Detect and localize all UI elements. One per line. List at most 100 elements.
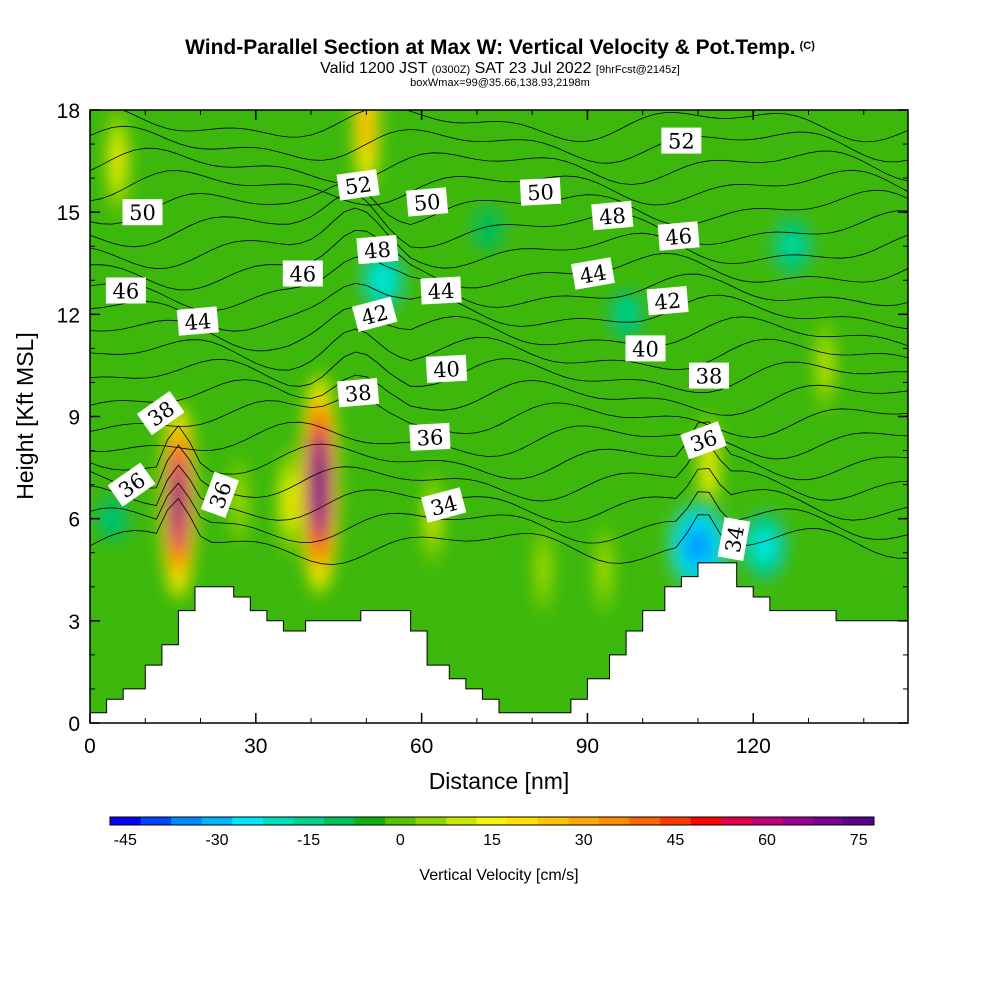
colorbar-swatch <box>232 817 264 825</box>
colorbar-swatch <box>751 817 783 825</box>
colorbar-tick-label: 45 <box>667 832 685 849</box>
theta-contour-label: 46 <box>657 221 700 251</box>
theta-contour-label: 38 <box>136 390 185 436</box>
subtitle-valid: Valid 1200 JST <box>320 60 428 77</box>
theta-label-box <box>409 422 451 451</box>
theta-contour-label: 38 <box>337 378 380 408</box>
colorbar-swatch <box>690 817 722 825</box>
theta-label-box <box>519 177 562 206</box>
theta-label-text: 50 <box>129 201 156 225</box>
colorbar-tick-label: 75 <box>850 832 868 849</box>
theta-label-text: 44 <box>427 279 455 304</box>
theta-label-box <box>591 200 634 231</box>
theta-contour-line <box>90 193 908 249</box>
theta-label-text: 50 <box>527 180 555 205</box>
y-tick-label: 0 <box>68 713 80 736</box>
theta-contour-label: 44 <box>176 306 219 336</box>
colorbar-swatch <box>171 817 203 825</box>
theta-label-text: 48 <box>598 203 627 229</box>
colorbar-swatch <box>568 817 600 825</box>
theta-label-text: 52 <box>343 172 373 199</box>
terrain <box>90 562 908 723</box>
theta-label-box <box>571 257 615 290</box>
theta-contours <box>90 110 908 565</box>
theta-contour-line <box>90 482 908 544</box>
theta-contour-label: 38 <box>689 362 729 389</box>
theta-contour-label: 46 <box>282 260 323 287</box>
y-tick-label: 3 <box>68 611 80 634</box>
theta-contour-label: 44 <box>420 276 462 305</box>
colorbar: -45 -30 -15 0 15 30 45 60 75 <box>109 816 875 849</box>
theta-label-box <box>136 390 185 436</box>
subtitle-utc: (0300Z) <box>431 64 471 76</box>
theta-label-text: 46 <box>289 263 316 287</box>
colorbar-swatch <box>476 817 508 825</box>
x-tick-label: 120 <box>736 735 771 758</box>
theta-label-box <box>657 221 700 251</box>
colorbar-swatch <box>446 817 478 825</box>
colorbar-swatch <box>354 817 386 825</box>
x-tick-label: 0 <box>84 735 96 758</box>
velocity-feature <box>352 110 381 199</box>
x-tick-label: 90 <box>576 735 599 758</box>
velocity-feature <box>592 520 616 619</box>
theta-label-box <box>176 306 219 336</box>
x-axis-label: Distance [nm] <box>429 768 570 794</box>
colorbar-swatch <box>629 817 661 825</box>
colorbar-swatch <box>721 817 753 825</box>
colorbar-swatch <box>110 817 142 825</box>
theta-label-text: 40 <box>632 337 659 361</box>
colorbar-swatch <box>537 817 569 825</box>
theta-label-text: 40 <box>433 357 461 382</box>
colorbar-swatch <box>140 817 172 825</box>
theta-label-text: 38 <box>344 381 373 407</box>
theta-label-text: 38 <box>696 365 723 389</box>
theta-label-box <box>282 260 323 287</box>
theta-contour-line <box>90 421 908 481</box>
colorbar-tick-label: 0 <box>396 832 405 849</box>
subtitle-forecast: [9hrFcst@2145z] <box>595 64 680 76</box>
velocity-feature <box>105 110 131 220</box>
title-mark: (C) <box>799 40 815 52</box>
velocity-feature <box>764 206 819 286</box>
theta-contour-label: 50 <box>519 177 562 206</box>
chart-subtitle: Valid 1200 JST (0300Z) SAT 23 Jul 2022 [… <box>0 60 1000 78</box>
colorbar-swatch <box>201 817 233 825</box>
theta-contour-line <box>90 306 908 352</box>
theta-label-box <box>421 487 467 523</box>
y-tick-label: 6 <box>68 509 80 532</box>
theta-contour-label: 48 <box>591 200 634 231</box>
colorbar-swatch <box>507 817 539 825</box>
theta-label-box <box>646 286 689 316</box>
theta-contour-label: 42 <box>646 286 689 316</box>
theta-label-box <box>356 234 399 265</box>
theta-contour-label: 36 <box>409 422 451 451</box>
chart-subtitle2: boxWmax=99@35.66,138.93,2198m <box>410 77 590 89</box>
colorbar-swatch <box>843 817 875 825</box>
colorbar-swatch <box>293 817 325 825</box>
velocity-feature <box>298 363 341 606</box>
theta-contour-label: 34 <box>717 517 751 562</box>
theta-contour-label: 40 <box>625 335 666 362</box>
velocity-feature <box>813 312 837 419</box>
plot-area: 3638444650364652484238504440363450484452… <box>90 110 908 723</box>
y-tick-label: 18 <box>57 100 80 123</box>
theta-contour-line <box>90 497 908 565</box>
theta-label-box <box>661 127 702 154</box>
theta-contour-label: 50 <box>406 187 449 217</box>
theta-contour-label: 40 <box>425 354 468 383</box>
theta-label-text: 44 <box>184 309 213 335</box>
velocity-field <box>90 110 837 619</box>
theta-label-box <box>122 199 163 226</box>
theta-label-text: 46 <box>664 224 693 250</box>
theta-contour-label: 44 <box>571 257 615 290</box>
theta-label-box <box>689 362 729 389</box>
velocity-feature <box>90 484 137 554</box>
theta-contour-line <box>90 256 908 312</box>
colorbar-swatch <box>812 817 844 825</box>
colorbar-swatch <box>385 817 417 825</box>
theta-label-box <box>625 335 666 362</box>
velocity-feature <box>464 196 511 263</box>
